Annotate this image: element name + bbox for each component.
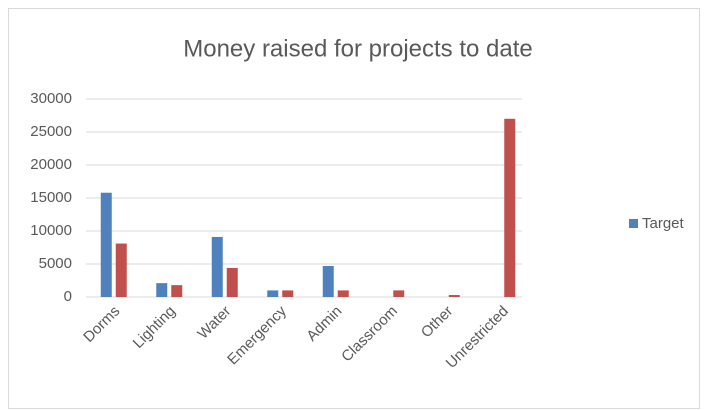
bar xyxy=(156,283,168,297)
bar xyxy=(115,243,127,297)
bar xyxy=(282,290,294,297)
y-tick-label: 25000 xyxy=(30,123,72,140)
bar xyxy=(337,290,349,297)
bar xyxy=(504,118,516,297)
y-tick-label: 10000 xyxy=(30,222,72,239)
bar xyxy=(322,265,334,297)
bar xyxy=(171,285,183,297)
y-tick-label: 20000 xyxy=(30,156,72,173)
y-tick-label: 15000 xyxy=(30,189,72,206)
bar xyxy=(448,295,460,297)
bar xyxy=(393,290,405,297)
chart-border xyxy=(8,8,700,409)
y-tick-label: 30000 xyxy=(30,90,72,107)
y-tick-label: 0 xyxy=(64,288,72,305)
bar xyxy=(267,290,279,297)
chart-title: Money raised for projects to date xyxy=(183,35,533,62)
bar xyxy=(211,236,223,297)
bar xyxy=(100,192,112,297)
bar xyxy=(226,267,238,297)
y-tick-label: 5000 xyxy=(39,255,72,272)
legend-swatch xyxy=(629,219,638,228)
legend-label: Target xyxy=(642,215,685,232)
